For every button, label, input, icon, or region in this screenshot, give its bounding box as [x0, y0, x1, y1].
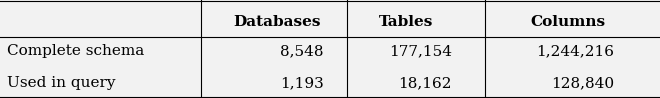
Text: Used in query: Used in query [7, 76, 115, 90]
Text: 177,154: 177,154 [389, 44, 452, 58]
Text: 128,840: 128,840 [550, 76, 614, 90]
Text: 1,244,216: 1,244,216 [536, 44, 614, 58]
Text: Tables: Tables [379, 15, 433, 29]
Text: 8,548: 8,548 [280, 44, 323, 58]
Text: 1,193: 1,193 [280, 76, 323, 90]
Text: Complete schema: Complete schema [7, 44, 144, 58]
Text: Columns: Columns [530, 15, 605, 29]
Text: 18,162: 18,162 [399, 76, 452, 90]
Text: Databases: Databases [234, 15, 321, 29]
